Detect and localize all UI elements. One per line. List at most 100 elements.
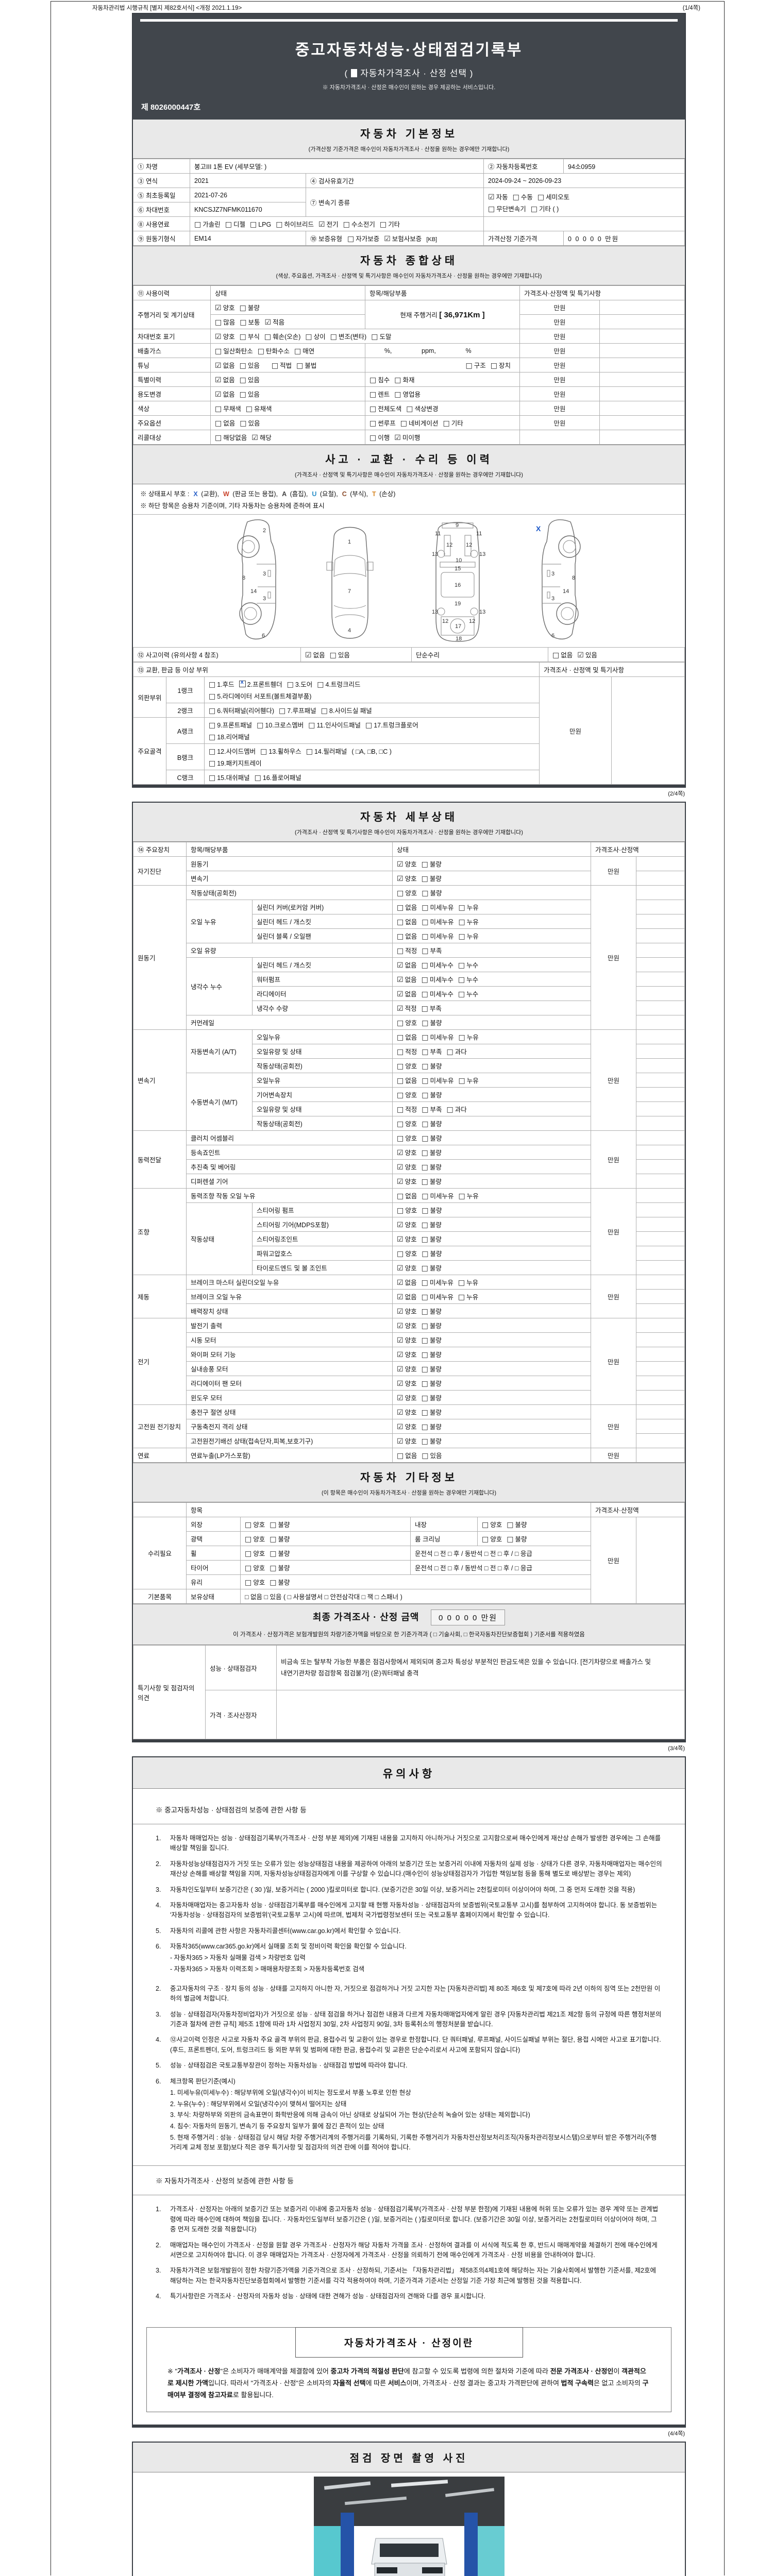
checkbox-option[interactable]: □ 불량 bbox=[240, 302, 260, 312]
checkbox-option[interactable]: □ 불량 bbox=[507, 1519, 527, 1529]
checkbox-checked[interactable]: ☑ bbox=[215, 304, 222, 312]
checkbox-option[interactable]: □ 누유 bbox=[459, 931, 479, 941]
checkbox-unchecked[interactable]: □ bbox=[215, 434, 222, 442]
checkbox-checked[interactable]: ☑ bbox=[577, 651, 584, 659]
checkbox-unchecked[interactable]: □ bbox=[379, 221, 387, 229]
checkbox-option[interactable]: ☑ 적정 bbox=[397, 1003, 417, 1013]
checkbox-option[interactable]: ☑ 양호 bbox=[215, 331, 235, 341]
checkbox-unchecked[interactable]: □ bbox=[215, 318, 222, 327]
checkbox-checked[interactable]: ☑ bbox=[397, 1163, 404, 1172]
checkbox-option[interactable]: ☑ 양호 bbox=[215, 302, 235, 312]
checkbox-unchecked[interactable]: □ bbox=[343, 221, 350, 229]
checkbox-option[interactable]: □ 부식 bbox=[240, 331, 260, 341]
checkbox-unchecked[interactable]: □ bbox=[209, 692, 216, 701]
checkbox-unchecked[interactable]: □ bbox=[458, 1293, 465, 1301]
checkbox-option[interactable]: □ 15.대쉬패널 bbox=[209, 772, 250, 782]
checkbox-option[interactable]: □ 기타 ( ) bbox=[531, 204, 559, 213]
checkbox-option[interactable]: □ 누수 bbox=[458, 960, 478, 970]
checkbox-option[interactable]: ☑ 양호 bbox=[397, 1421, 417, 1431]
checkbox-option[interactable]: □ 있음 bbox=[240, 375, 260, 384]
checkbox-option[interactable]: ☑ 없음 bbox=[305, 650, 325, 659]
checkbox-checked[interactable]: ☑ bbox=[397, 990, 404, 998]
checkbox-option[interactable]: □ 불량 bbox=[270, 1577, 290, 1587]
checkbox-option[interactable]: ☑ 적음 bbox=[265, 317, 285, 327]
checkbox-option[interactable]: ☑ 양호 bbox=[397, 1306, 417, 1316]
checkbox-unchecked[interactable]: □ bbox=[397, 947, 404, 955]
checkbox-checked[interactable]: ☑ bbox=[264, 318, 272, 327]
checkbox-unchecked[interactable]: □ bbox=[317, 681, 324, 689]
checkbox-option[interactable]: □ 양호 bbox=[245, 1563, 265, 1572]
checkbox-unchecked[interactable]: □ bbox=[369, 434, 377, 442]
checkbox-unchecked[interactable]: □ bbox=[530, 205, 538, 213]
checkbox-unchecked[interactable]: □ bbox=[271, 362, 279, 370]
checkbox-unchecked[interactable]: □ bbox=[240, 318, 247, 327]
checkbox-option[interactable]: □ 기타 bbox=[443, 418, 463, 428]
checkbox-option[interactable]: □ 없음 bbox=[397, 931, 417, 941]
checkbox-unchecked[interactable]: □ bbox=[209, 748, 216, 756]
checkbox-option[interactable]: □ 누유 bbox=[459, 1032, 479, 1042]
checkbox-unchecked[interactable]: □ bbox=[369, 376, 377, 384]
checkbox-unchecked[interactable]: □ bbox=[287, 681, 294, 689]
checkbox-unchecked[interactable]: □ bbox=[257, 721, 264, 730]
checkbox-option[interactable]: ☑ 양호 bbox=[397, 1263, 417, 1273]
checkbox-unchecked[interactable]: □ bbox=[209, 759, 216, 768]
checkbox-option[interactable]: □ 불량 bbox=[507, 1534, 527, 1544]
checkbox-checked[interactable]: ☑ bbox=[215, 362, 222, 370]
checkbox-unchecked[interactable]: □ bbox=[279, 707, 286, 715]
checkbox-unchecked[interactable]: □ bbox=[294, 347, 301, 355]
checkbox-checked[interactable]: ☑ bbox=[397, 1365, 404, 1374]
checkbox-option[interactable]: □ 불량 bbox=[270, 1548, 290, 1558]
checkbox-unchecked[interactable]: □ bbox=[421, 1409, 428, 1417]
checkbox-unchecked[interactable]: □ bbox=[209, 721, 216, 730]
checkbox-unchecked[interactable]: □ bbox=[394, 376, 401, 384]
checkbox-unchecked[interactable]: □ bbox=[421, 1351, 428, 1359]
checkbox-checked[interactable]: ☑ bbox=[397, 1351, 404, 1359]
checkbox-option[interactable]: □ 불량 bbox=[422, 888, 442, 897]
checkbox-option[interactable]: □ 가솔린 bbox=[194, 219, 221, 229]
checkbox-option[interactable]: □ 10.크로스멤버 bbox=[257, 720, 304, 730]
checkbox-unchecked[interactable]: □ bbox=[458, 1077, 465, 1085]
checkbox-option[interactable]: □ 5.라디에이터 서포트(볼트체결부품) bbox=[209, 691, 311, 701]
checkbox-option[interactable]: □ 과다 bbox=[447, 1046, 467, 1056]
checkbox-option[interactable]: ☑ 양호 bbox=[397, 1320, 417, 1330]
checkbox-option[interactable]: □ 불량 bbox=[422, 1263, 442, 1273]
checkbox-unchecked[interactable]: □ bbox=[421, 1322, 428, 1330]
checkbox-unchecked[interactable]: □ bbox=[250, 221, 257, 229]
checkbox-unchecked[interactable]: □ bbox=[397, 1106, 404, 1114]
checkbox-unchecked[interactable]: □ bbox=[422, 947, 429, 955]
checkbox-checked[interactable]: ☑ bbox=[215, 376, 222, 384]
checkbox-unchecked[interactable]: □ bbox=[397, 918, 404, 926]
checkbox-option[interactable]: □ 누수 bbox=[458, 989, 478, 998]
checkbox-option[interactable]: □ 미세누유 bbox=[422, 917, 453, 926]
checkbox-option[interactable]: ☑ 양호 bbox=[397, 873, 417, 883]
checkbox-option[interactable]: □ 미세누유 bbox=[422, 1292, 453, 1301]
checkbox-unchecked[interactable]: □ bbox=[552, 651, 560, 659]
checkbox-unchecked[interactable]: □ bbox=[422, 933, 429, 941]
checkbox-checked[interactable]: ☑ bbox=[397, 1409, 404, 1417]
checkbox-option[interactable]: ☑ 없음 bbox=[397, 974, 417, 984]
checkbox-option[interactable]: □ 미세누유 bbox=[422, 1277, 453, 1287]
checkbox-option[interactable]: □ 기타 bbox=[380, 219, 400, 229]
checkbox-option[interactable]: □ 양호 bbox=[397, 1018, 417, 1027]
checkbox-option[interactable]: □ 18.리어패널 bbox=[209, 732, 250, 741]
checkbox-option[interactable]: □ 4.트렁크리드 bbox=[317, 679, 360, 689]
checkbox-option[interactable]: ☑ 없음 bbox=[397, 1277, 417, 1287]
checkbox-option[interactable]: □ 누유 bbox=[459, 1075, 479, 1085]
checkbox-option[interactable]: □ 불량 bbox=[422, 1335, 442, 1345]
checkbox-unchecked[interactable]: □ bbox=[507, 1521, 514, 1529]
checkbox-option[interactable]: □ 불량 bbox=[422, 1118, 442, 1128]
checkbox-unchecked[interactable]: □ bbox=[254, 774, 261, 782]
checkbox-option[interactable]: □ 양호 bbox=[397, 1133, 417, 1143]
checkbox-option[interactable]: □ 전체도색 bbox=[369, 403, 401, 413]
checkbox-option[interactable]: □ 불량 bbox=[422, 1364, 442, 1374]
checkbox-unchecked[interactable]: □ bbox=[458, 1279, 465, 1287]
checkbox-unchecked[interactable]: □ bbox=[209, 733, 216, 741]
checkbox-checked[interactable]: ☑ bbox=[397, 1423, 404, 1431]
checkbox-unchecked[interactable]: □ bbox=[488, 205, 495, 213]
checkbox-unchecked[interactable]: □ bbox=[422, 1452, 429, 1460]
checkbox-option[interactable]: □ 보통 bbox=[240, 317, 260, 327]
checkbox-unchecked[interactable]: □ bbox=[308, 721, 315, 730]
checkbox-unchecked[interactable]: □ bbox=[421, 961, 428, 970]
checkbox-option[interactable]: □ 19.패키지트레이 bbox=[209, 758, 262, 768]
checkbox-option[interactable]: □ 있음 bbox=[240, 360, 260, 370]
